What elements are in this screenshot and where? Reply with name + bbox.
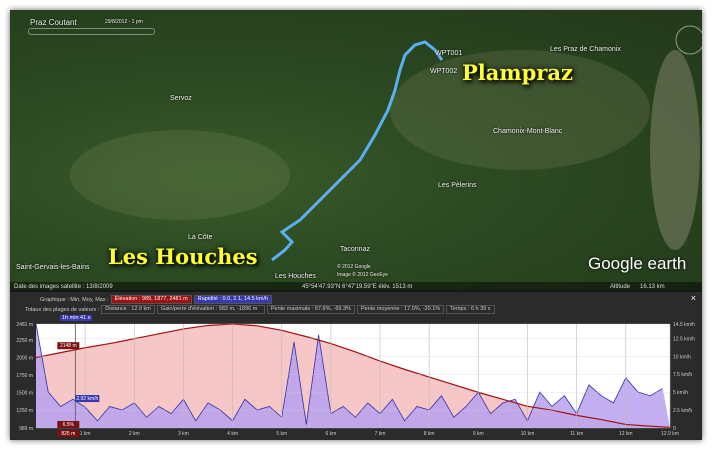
y-left-tick-label: 989 m [19, 426, 33, 432]
place-label: Les Pèlerins [438, 182, 477, 189]
avg-slope-stat: Pente moyenne : 17.0%, -20.1% [356, 305, 445, 314]
google-earth-window: Praz Coutant 29/8/2012 - 1 pm Servoz Les… [10, 10, 702, 440]
status-bar: Date des images satellite : 13/8/2009 45… [10, 282, 702, 292]
tour-name[interactable]: Praz Coutant [30, 18, 77, 27]
time-stat: Temps : 6 h 39 s [446, 305, 495, 314]
elevation-profile-panel: × Graphique : Min, Moy, Max : Élévation … [10, 292, 702, 440]
gps-track [271, 25, 702, 262]
distance-stat: Distance : 12.9 km [101, 305, 155, 314]
place-label: La Côte [188, 234, 213, 241]
les-houches-label: Les Houches [108, 244, 258, 269]
elevation-line [35, 323, 671, 428]
cursor-elevation-label: 2148 m [60, 343, 77, 349]
y-right-tick-label: 7.5 km/h [673, 372, 692, 378]
x-tick-label: 12 km [619, 431, 633, 437]
place-label: Les Praz de Chamonix [550, 46, 621, 53]
x-tick-label: 2 km [129, 431, 140, 437]
altitude-label: Altitude [610, 284, 631, 290]
y-right-tick-label: 2.5 km/h [673, 408, 692, 414]
navigation-compass-icon [675, 25, 702, 55]
x-tick-label: 7 km [375, 431, 386, 437]
y-left-tick-label: 1250 m [16, 408, 33, 414]
cursor-slope-label-box [57, 421, 80, 428]
waypoint-label[interactable]: WPT002 [430, 68, 458, 75]
copyright: © 2012 Google [337, 264, 371, 270]
x-tick-label: 5 km [276, 431, 287, 437]
x-tick-label: 11 km [570, 431, 583, 437]
cursor-speed-label: 2.92 km/h [76, 396, 98, 402]
y-left-tick-label: 2250 m [16, 338, 33, 344]
place-label: Chamonix-Mont-Blanc [493, 128, 563, 135]
place-label: Servoz [170, 95, 192, 102]
image-copyright: Image © 2012 GeoEye [337, 272, 388, 278]
range-label: 1h min 41 s [60, 315, 93, 321]
x-tick-label: 12.9 km [661, 431, 679, 437]
tour-date: 29/8/2012 - 1 pm [105, 19, 143, 25]
place-label: Taconnaz [340, 246, 370, 253]
x-tick-label: 4 km [227, 431, 238, 437]
y-left-tick-label: 2481 m [16, 322, 33, 328]
max-slope-stat: Pente maximale : 67.6%, -69.3% [266, 305, 355, 314]
cursor-speed-box [75, 395, 100, 403]
google-earth-logo: Google earth [588, 254, 687, 273]
imagery-date: Date des images satellite : 13/8/2009 [14, 284, 113, 290]
elevation-stat[interactable]: Élévation : 989, 1877, 2481 m [110, 295, 192, 304]
plampraz-label: Plampraz [462, 60, 573, 85]
waypoint-label[interactable]: WPT001 [435, 50, 463, 57]
altitude-value: 16.13 km [640, 284, 665, 290]
cursor-distance-label: 825 m [61, 431, 75, 437]
graph-label: Graphique : Min, Moy, Max : [40, 296, 109, 303]
x-tick-label: 6 km [325, 431, 336, 437]
y-right-tick-label: 14.5 km/h [673, 322, 695, 328]
cursor-distance-label-box [57, 430, 80, 437]
x-tick-label: 9 km [473, 431, 484, 437]
cursor-elevation-label-box [57, 342, 80, 350]
y-left-tick-label: 2000 m [16, 356, 33, 362]
cursor-slope-label: 6.5% [63, 422, 75, 428]
cursor-coordinates: 45°54'47.93"N 6°47'19.59"E élév. 1513 m [302, 284, 413, 290]
y-right-tick-label: 0 [673, 426, 676, 432]
satellite-map[interactable]: Praz Coutant 29/8/2012 - 1 pm Servoz Les… [10, 10, 702, 290]
speed-stat[interactable]: Rapidité : 0.0, 2.1, 14.5 km/h [193, 295, 273, 304]
totals-label: Totaux des plages de valeurs : [25, 306, 100, 313]
close-profile-button[interactable]: × [690, 293, 696, 303]
y-right-tick-label: 10 km/h [673, 354, 691, 360]
y-left-tick-label: 1500 m [16, 390, 33, 396]
place-label: Les Houches [275, 273, 316, 280]
x-tick-label: 8 km [424, 431, 435, 437]
x-tick-label: 10 km [521, 431, 535, 437]
gain-stat: Gain/perte d'élévation : 983 m, -1896 m [156, 305, 265, 314]
profile-chart[interactable]: 1 km 2 km 3 km 4 km 5 km 6 km 7 km 8 km 9 km 10 k… [10, 320, 702, 440]
x-tick-label: 3 km [178, 431, 189, 437]
y-right-tick-label: 12.5 km/h [673, 336, 695, 342]
x-tick-label: 1 km [80, 431, 91, 437]
y-right-tick-label: 5 km/h [673, 390, 688, 396]
y-left-tick-label: 1750 m [16, 373, 33, 379]
time-slider[interactable] [28, 28, 155, 35]
place-label: Saint-Gervais-les-Bains [16, 264, 90, 271]
